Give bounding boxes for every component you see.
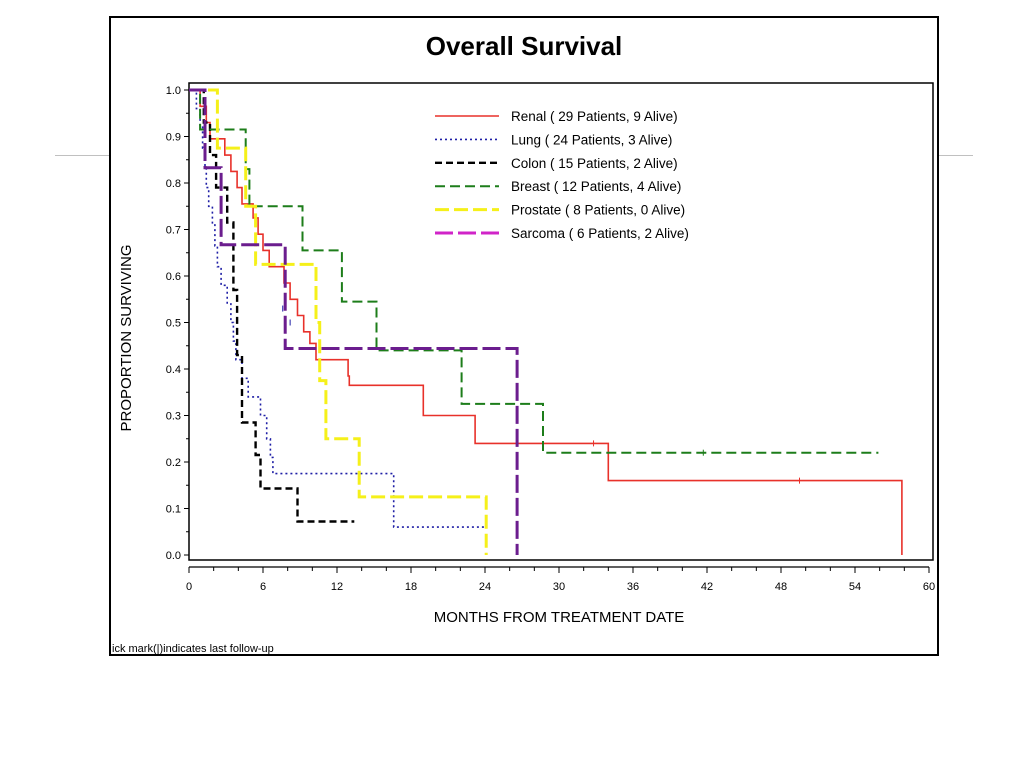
x-tick-label: 54 [849,581,861,593]
series-line-renal [189,89,903,555]
survival-chart: Overall Survival 0.00.10.20.30.40.50.60.… [112,31,935,654]
footnote: ick mark(|)indicates last follow-up [112,643,274,654]
legend-label-breast: Breast ( 12 Patients, 4 Alive) [511,179,681,194]
x-tick-label: 42 [701,581,713,593]
slide-divider-left [55,155,112,156]
x-tick-label: 24 [479,581,491,593]
legend-label-lung: Lung ( 24 Patients, 3 Alive) [511,132,672,147]
series-line-sarcoma [189,88,519,555]
y-tick-label: 0.7 [166,225,181,237]
x-tick-label: 30 [553,581,565,593]
series-line-prostate [189,88,488,555]
x-tick-label: 18 [405,581,417,593]
series-line-colon [189,88,355,523]
survival-curves [189,88,903,555]
y-tick-label: 0.8 [166,178,181,190]
y-axis-label: PROPORTION SURVIVING [118,245,135,432]
legend: Renal ( 29 Patients, 9 Alive) Lung ( 24 P… [435,109,689,241]
legend-label-sarcoma: Sarcoma ( 6 Patients, 2 Alive) [511,226,689,241]
legend-label-renal: Renal ( 29 Patients, 9 Alive) [511,109,678,124]
chart-frame: Overall Survival 0.0 0.1 0.2 0.3 0.4 0.5 0.6 0.… [109,16,939,656]
x-tick-label: 0 [186,581,192,593]
x-tick-label: 6 [260,581,266,593]
y-tick-label: 0.4 [166,364,181,376]
legend-label-colon: Colon ( 15 Patients, 2 Alive) [511,156,678,171]
y-tick-label: 0.3 [166,411,181,423]
y-tick-label: 1.0 [166,85,181,97]
legend-label-prostate: Prostate ( 8 Patients, 0 Alive) [511,203,685,218]
chart-title: Overall Survival [426,31,623,61]
y-axis-ticks: 0.0 0.1 0.2 0.3 0.4 0.5 0.6 0.7 0.8 0.9 1.0 [166,85,189,562]
y-tick-label: 0.1 [166,504,181,516]
y-tick-label: 0.6 [166,271,181,283]
x-tick-label: 48 [775,581,787,593]
y-tick-label: 0.2 [166,457,181,469]
series-line-lung [189,89,488,528]
x-tick-label: 60 [923,581,935,593]
y-tick-label: 0.0 [166,550,181,562]
slide-divider-right [937,155,973,156]
y-tick-label: 0.5 [166,318,181,330]
x-axis-label: MONTHS FROM TREATMENT DATE [434,609,685,626]
x-tick-label: 12 [331,581,343,593]
y-tick-label: 0.9 [166,132,181,144]
x-tick-label: 36 [627,581,639,593]
series-line-breast [189,89,879,454]
plot-area-border [188,82,934,561]
x-axis: 0 6 12 18 24 30 36 42 48 54 60 [186,566,935,593]
